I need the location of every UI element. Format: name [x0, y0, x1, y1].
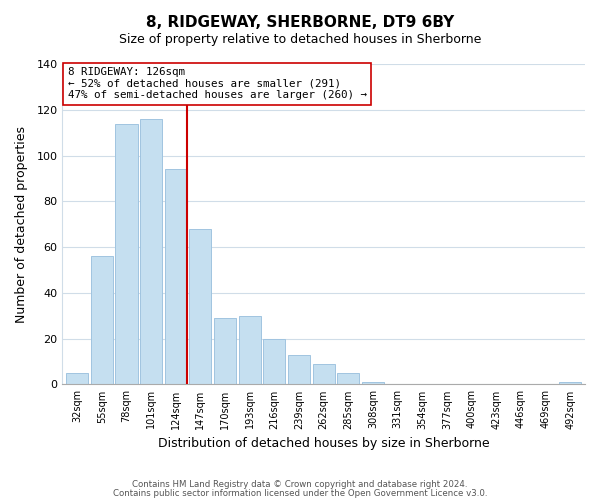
Bar [214, 318, 236, 384]
Bar [164, 170, 187, 384]
Bar [66, 373, 88, 384]
X-axis label: Distribution of detached houses by size in Sherborne: Distribution of detached houses by size … [158, 437, 490, 450]
Bar [115, 124, 137, 384]
Bar [288, 354, 310, 384]
Bar [559, 382, 581, 384]
Bar [91, 256, 113, 384]
Text: Contains HM Land Registry data © Crown copyright and database right 2024.: Contains HM Land Registry data © Crown c… [132, 480, 468, 489]
Bar [362, 382, 384, 384]
Text: Size of property relative to detached houses in Sherborne: Size of property relative to detached ho… [119, 32, 481, 46]
Text: Contains public sector information licensed under the Open Government Licence v3: Contains public sector information licen… [113, 490, 487, 498]
Bar [189, 229, 211, 384]
Text: 8 RIDGEWAY: 126sqm
← 52% of detached houses are smaller (291)
47% of semi-detach: 8 RIDGEWAY: 126sqm ← 52% of detached hou… [68, 67, 367, 100]
Bar [239, 316, 261, 384]
Y-axis label: Number of detached properties: Number of detached properties [15, 126, 28, 322]
Text: 8, RIDGEWAY, SHERBORNE, DT9 6BY: 8, RIDGEWAY, SHERBORNE, DT9 6BY [146, 15, 454, 30]
Bar [140, 119, 162, 384]
Bar [263, 338, 286, 384]
Bar [313, 364, 335, 384]
Bar [337, 373, 359, 384]
